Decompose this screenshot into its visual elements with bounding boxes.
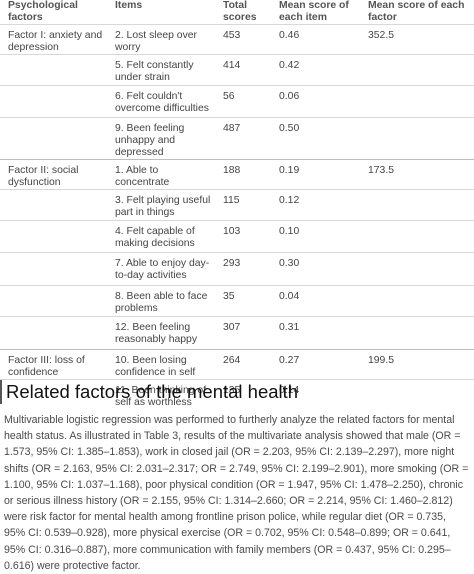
table-row: 9. Been feeling unhappy and depressed 48… xyxy=(0,117,474,160)
factor-cell: Factor I: anxiety and depression xyxy=(0,24,107,55)
table-row: 11. Been thinking of self as worthless 1… xyxy=(0,379,474,410)
mean-item-cell: 0.06 xyxy=(273,85,360,118)
item-cell: 7. Able to enjoy day-to-day activities xyxy=(107,252,217,286)
table-row: 3. Felt playing useful part in things 11… xyxy=(0,189,474,221)
table-row: Factor II: social dysfunction 1. Able to… xyxy=(0,159,474,190)
results-table-container: Psychological factors Items Total scores… xyxy=(0,0,474,410)
section-paragraph: Multivariable logistic regression was pe… xyxy=(4,414,469,572)
total-score-cell: 115 xyxy=(217,189,273,221)
table-row: 5. Felt constantly under strain 414 0.42 xyxy=(0,54,474,86)
factor-cell xyxy=(0,252,107,286)
mean-factor-cell xyxy=(360,379,474,410)
table-header-row: Psychological factors Items Total scores… xyxy=(0,0,474,25)
psychological-factors-table: Psychological factors Items Total scores… xyxy=(0,0,474,410)
mean-item-cell: 0.04 xyxy=(273,285,360,317)
table-row: Factor III: loss of confidence 10. Been … xyxy=(0,349,474,380)
total-score-cell: 35 xyxy=(217,285,273,317)
mean-factor-cell: 173.5 xyxy=(360,159,474,190)
total-score-cell: 487 xyxy=(217,117,273,160)
item-cell: 6. Felt couldn't overcome difficulties xyxy=(107,85,217,118)
total-score-cell: 56 xyxy=(217,85,273,118)
table-row: 7. Able to enjoy day-to-day activities 2… xyxy=(0,252,474,286)
related-factors-section: Related factors of the mental health Mul… xyxy=(0,380,474,574)
mean-factor-cell xyxy=(360,117,474,160)
item-cell: 8. Been able to face problems xyxy=(107,285,217,317)
item-cell: 1. Able to concentrate xyxy=(107,159,217,190)
total-score-cell: 293 xyxy=(217,252,273,286)
table-row: 12. Been feeling reasonably happy 307 0.… xyxy=(0,316,474,350)
total-score-cell: 188 xyxy=(217,159,273,190)
factor-cell xyxy=(0,316,107,350)
factor-cell xyxy=(0,117,107,160)
table-row: 8. Been able to face problems 35 0.04 xyxy=(0,285,474,317)
mean-factor-cell xyxy=(360,220,474,253)
factor-cell xyxy=(0,85,107,118)
factor-cell xyxy=(0,285,107,317)
table-row: Factor I: anxiety and depression 2. Lost… xyxy=(0,24,474,55)
mean-factor-cell xyxy=(360,285,474,317)
mean-item-cell: 0.30 xyxy=(273,252,360,286)
total-score-cell: 103 xyxy=(217,220,273,253)
mean-item-cell: 0.10 xyxy=(273,220,360,253)
header-psychological-factors: Psychological factors xyxy=(8,0,78,23)
mean-item-cell: 0.42 xyxy=(273,54,360,86)
mean-factor-cell xyxy=(360,85,474,118)
mean-item-cell: 0.27 xyxy=(273,349,360,380)
total-score-cell: 414 xyxy=(217,54,273,86)
mean-item-cell: 0.12 xyxy=(273,189,360,221)
item-cell: 5. Felt constantly under strain xyxy=(107,54,217,86)
table-row: 4. Felt capable of making decisions 103 … xyxy=(0,220,474,253)
mean-factor-cell xyxy=(360,316,474,350)
factor-cell xyxy=(0,54,107,86)
item-cell: 12. Been feeling reasonably happy xyxy=(107,316,217,350)
factor-cell xyxy=(0,379,107,410)
total-score-cell: 307 xyxy=(217,316,273,350)
mean-factor-cell xyxy=(360,189,474,221)
mean-item-cell: 0.31 xyxy=(273,316,360,350)
header-mean-factor: Mean score of each factor xyxy=(368,0,465,23)
mean-item-cell: 0.46 xyxy=(273,24,360,55)
item-cell: 10. Been losing confidence in self xyxy=(107,349,217,380)
total-score-cell: 453 xyxy=(217,24,273,55)
mean-item-cell: 0.14 xyxy=(273,379,360,410)
item-cell: 11. Been thinking of self as worthless xyxy=(107,379,217,410)
header-total-scores: Total scores xyxy=(223,0,257,23)
section-heading: Related factors of the mental health xyxy=(0,380,474,404)
mean-factor-cell xyxy=(360,54,474,86)
header-mean-item: Mean score of each item xyxy=(279,0,349,23)
mean-item-cell: 0.50 xyxy=(273,117,360,160)
item-cell: 2. Lost sleep over worry xyxy=(107,24,217,55)
total-score-cell: 264 xyxy=(217,349,273,380)
table-row: 6. Felt couldn't overcome difficulties 5… xyxy=(0,85,474,118)
factor-cell xyxy=(0,189,107,221)
mean-factor-cell: 352.5 xyxy=(360,24,474,55)
item-cell: 4. Felt capable of making decisions xyxy=(107,220,217,253)
mean-item-cell: 0.19 xyxy=(273,159,360,190)
item-cell: 9. Been feeling unhappy and depressed xyxy=(107,117,217,160)
total-score-cell: 135 xyxy=(217,379,273,410)
factor-cell xyxy=(0,220,107,253)
mean-factor-cell: 199.5 xyxy=(360,349,474,380)
item-cell: 3. Felt playing useful part in things xyxy=(107,189,217,221)
factor-cell: Factor II: social dysfunction xyxy=(0,159,107,190)
factor-cell: Factor III: loss of confidence xyxy=(0,349,107,380)
header-items: Items xyxy=(115,0,143,11)
mean-factor-cell xyxy=(360,252,474,286)
